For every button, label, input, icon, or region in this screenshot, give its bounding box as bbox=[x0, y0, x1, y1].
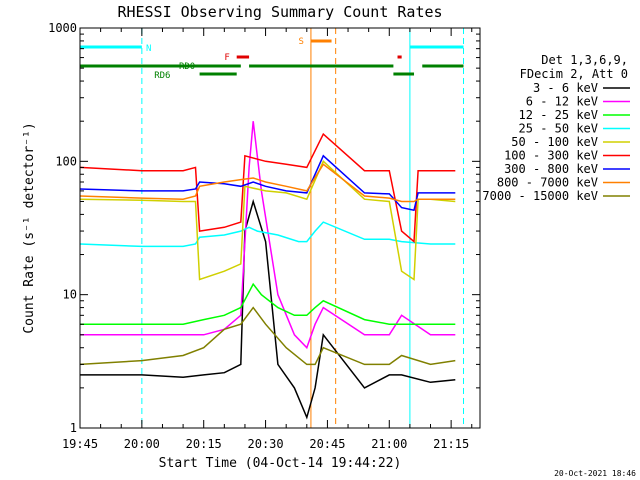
axis-layer: 1 10 100 1000 19:45 20:00 20:15 20:30 20:45 21:00… bbox=[48, 21, 480, 451]
x-tick-label: 21:00 bbox=[371, 437, 407, 451]
chart-title: RHESSI Observing Summary Count Rates bbox=[117, 3, 442, 21]
legend-entry-label: 100 - 300 keV bbox=[504, 149, 598, 163]
x-tick-label: 19:45 bbox=[62, 437, 98, 451]
y-tick-label: 1000 bbox=[48, 21, 77, 35]
timestamp-footer: 20-Oct-2021 18:46 bbox=[554, 469, 636, 478]
series-line-6 bbox=[79, 154, 456, 212]
y-axis-label: Count Rate (s⁻¹ detector⁻¹) bbox=[22, 122, 37, 333]
legend-entry-label: 25 - 50 keV bbox=[519, 122, 598, 136]
series-line-0 bbox=[80, 198, 456, 420]
legend-entry-label: 12 - 25 keV bbox=[519, 108, 598, 122]
x-tick-label: 21:15 bbox=[433, 437, 469, 451]
legend: Det 1,3,6,9, FDecim 2, Att 0 3 - 6 keV6 … bbox=[482, 53, 630, 203]
legend-entry-label: 800 - 7000 keV bbox=[497, 176, 598, 190]
x-tick-label: 20:15 bbox=[186, 437, 222, 451]
legend-header-line-1: Det 1,3,6,9, bbox=[541, 53, 628, 67]
series-line-7 bbox=[79, 163, 456, 203]
x-axis-label: Start Time (04-Oct-14 19:44:22) bbox=[159, 456, 402, 471]
legend-header-line-2: FDecim 2, Att 0 bbox=[520, 67, 628, 81]
legend-entry-label: 50 - 100 keV bbox=[511, 135, 598, 149]
series-line-2 bbox=[80, 282, 456, 325]
flag-label-f: F bbox=[224, 53, 229, 63]
data-layer: N S F RD0 RD6 bbox=[79, 28, 465, 428]
legend-entry-label: 300 - 800 keV bbox=[504, 162, 598, 176]
y-tick-label: 10 bbox=[63, 288, 77, 302]
series-line-1 bbox=[80, 121, 456, 350]
flag-label-rd0: RD0 bbox=[179, 62, 195, 72]
x-tick-label: 20:45 bbox=[309, 437, 345, 451]
series-line-8 bbox=[79, 306, 456, 366]
flag-label-rd6: RD6 bbox=[154, 71, 170, 81]
legend-entry-label: 3 - 6 keV bbox=[533, 81, 598, 95]
y-tick-label: 1 bbox=[70, 421, 77, 435]
legend-entry-label: 7000 - 15000 keV bbox=[482, 189, 598, 203]
x-tick-label: 20:30 bbox=[248, 437, 284, 451]
series-line-3 bbox=[79, 221, 456, 248]
flag-label-n: N bbox=[146, 44, 151, 54]
x-tick-label: 20:00 bbox=[124, 437, 160, 451]
plot-frame bbox=[79, 27, 481, 429]
y-tick-label: 100 bbox=[55, 154, 77, 168]
series-line-4 bbox=[79, 160, 456, 281]
legend-entry-label: 6 - 12 keV bbox=[526, 95, 598, 109]
series-line-5 bbox=[79, 132, 456, 244]
flag-label-s: S bbox=[299, 37, 304, 47]
